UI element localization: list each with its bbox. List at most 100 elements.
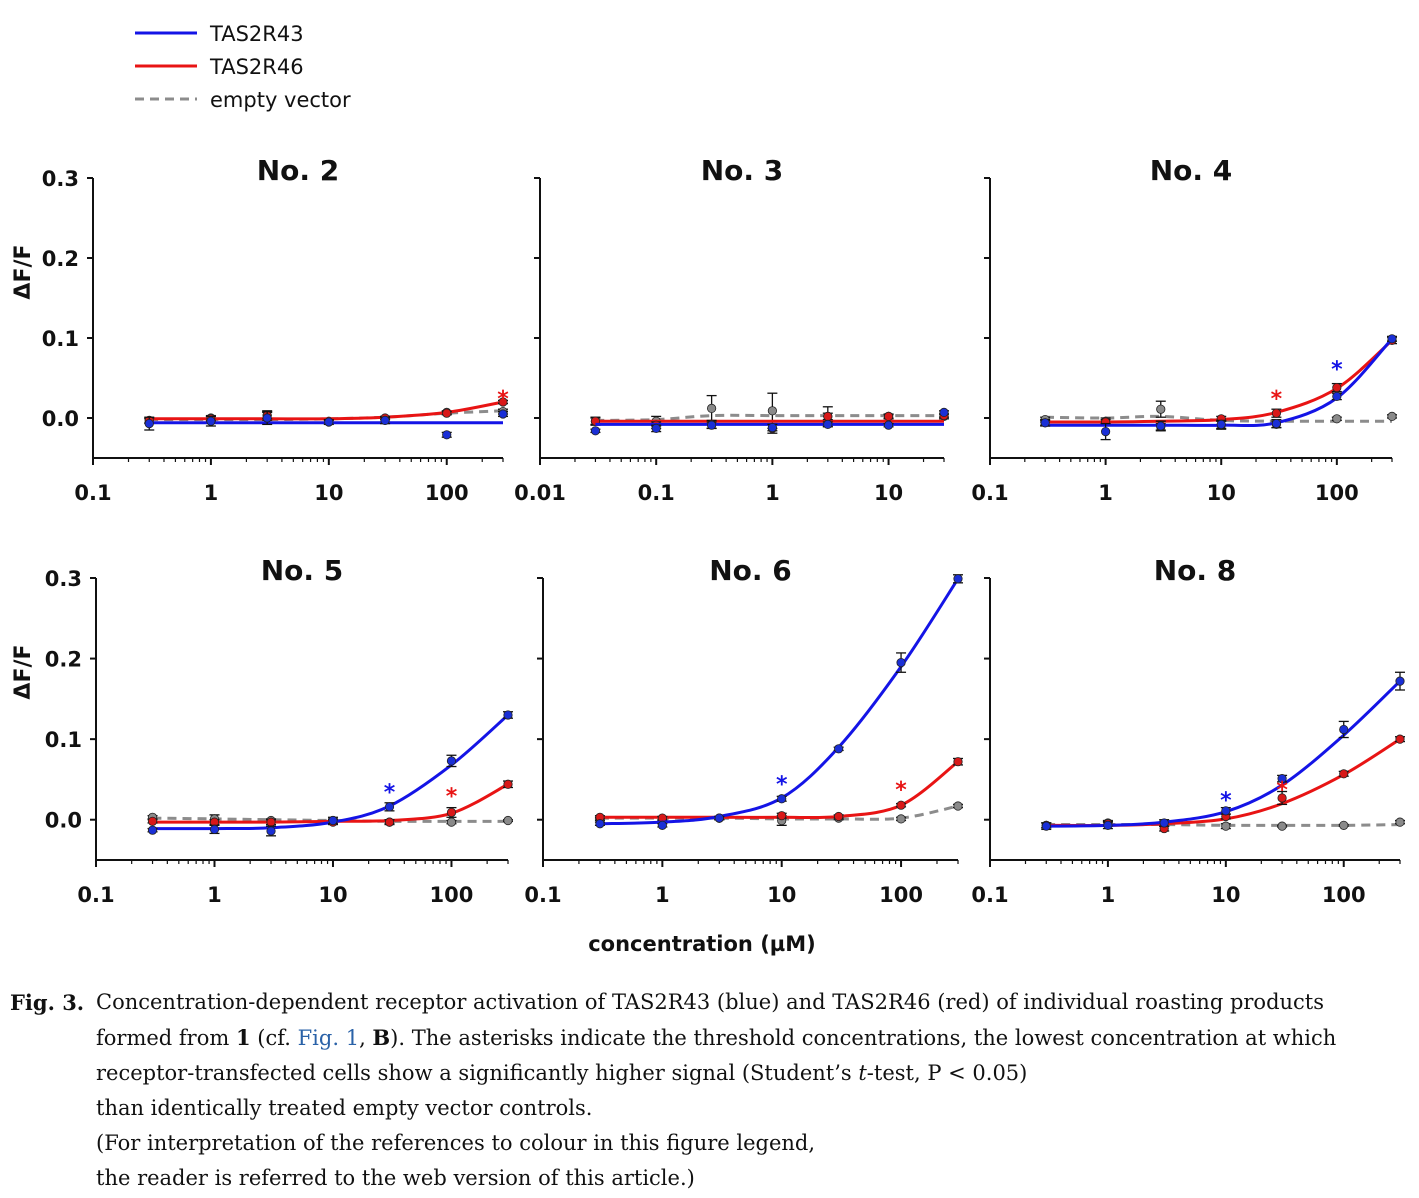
data-point (767, 406, 777, 416)
data-point (1156, 421, 1166, 431)
data-point (834, 811, 844, 822)
x-tick-label: 0.1 (74, 481, 111, 505)
data-point (595, 819, 605, 829)
data-point (1271, 408, 1281, 418)
data-point (503, 710, 513, 720)
data-point (1395, 676, 1405, 686)
panel-no-6: 0.1 1 10 100 No. 6 * * (524, 554, 963, 907)
data-point (939, 407, 949, 417)
data-point (144, 418, 154, 429)
legend: TAS2R43 TAS2R46 empty vector (135, 22, 351, 112)
significance-asterisk: * (895, 778, 907, 803)
panel-title: No. 3 (701, 154, 784, 187)
data-point (1339, 820, 1349, 830)
data-point (446, 807, 457, 818)
y-tick-label: 0.3 (45, 567, 82, 591)
data-point (498, 409, 508, 419)
x-tick-label: 1 (207, 883, 222, 907)
significance-asterisk: * (446, 785, 458, 810)
x-tick-label: 100 (879, 883, 923, 907)
panel-no-2: 0.3 0.2 0.1 0.0 0.1 1 10 100 No. 2 * (42, 154, 509, 505)
significance-asterisk: * (1276, 778, 1288, 803)
data-point (883, 411, 894, 421)
data-point (209, 824, 220, 834)
y-axis-title-bottom: ΔF/F (11, 644, 36, 699)
data-point (657, 820, 667, 830)
data-point (1040, 418, 1050, 428)
panel-title: No. 5 (261, 554, 344, 587)
data-point (1387, 411, 1397, 421)
caption-line-5: (For interpretation of the references to… (96, 1131, 816, 1155)
x-tick-label: 100 (430, 883, 474, 907)
significance-asterisk: * (497, 387, 509, 412)
panel-no-5: 0.3 0.2 0.1 0.0 0.1 1 10 100 No. 5 * * (45, 554, 513, 907)
series-tas2r46 (1041, 734, 1405, 834)
caption-line-1: Concentration-dependent receptor activat… (96, 990, 1325, 1014)
data-point (498, 397, 508, 407)
x-tick-label: 10 (314, 481, 343, 505)
data-point (266, 817, 276, 827)
data-point (446, 756, 457, 766)
figure-1-link[interactable]: Fig. 1 (297, 1026, 360, 1050)
data-point (1277, 774, 1287, 784)
x-tick-label: 100 (1315, 481, 1359, 505)
x-tick-label: 100 (1322, 883, 1366, 907)
data-point (707, 420, 717, 430)
series-tas2r43 (594, 574, 963, 830)
data-point (953, 801, 963, 811)
panel-title: No. 6 (709, 554, 792, 587)
data-point (1277, 793, 1287, 803)
x-tick-label: 0.01 (514, 481, 566, 505)
x-tick-label: 10 (318, 883, 347, 907)
caption-label: Fig. 3. (10, 990, 85, 1015)
panel-no-4: 0.1 1 10 100 No. 4 * * (971, 154, 1397, 505)
significance-asterisk: * (1271, 387, 1283, 412)
data-point (896, 657, 906, 668)
significance-asterisk: * (776, 772, 788, 797)
data-point (896, 800, 906, 810)
data-point (1332, 391, 1342, 401)
significance-asterisk: * (384, 780, 396, 805)
x-tick-label: 0.1 (971, 481, 1008, 505)
data-point (1332, 382, 1342, 393)
data-point (384, 817, 395, 827)
y-axis-title-top: ΔF/F (11, 244, 36, 299)
data-point (442, 430, 452, 440)
series-tas2r43 (1041, 671, 1405, 831)
caption-line-3: receptor-transfected cells show a signif… (96, 1061, 1028, 1085)
data-point (503, 815, 513, 826)
x-tick-label: 1 (1101, 883, 1116, 907)
data-point (1387, 334, 1397, 344)
figure-caption: Fig. 3. Concentration-dependent receptor… (10, 985, 1410, 1196)
figure: TAS2R43 TAS2R46 empty vector 0.30.20.10.… (11, 22, 1405, 956)
data-point (777, 794, 787, 804)
data-point (777, 811, 787, 821)
legend-label-tas2r46: TAS2R46 (209, 55, 304, 79)
data-point (896, 814, 906, 824)
data-point (1221, 821, 1231, 831)
x-tick-label: 1 (204, 481, 219, 505)
x-tick-label: 0.1 (77, 883, 114, 907)
panel-title: No. 8 (1154, 554, 1237, 587)
data-point (384, 802, 395, 812)
data-point (446, 817, 457, 827)
data-point (503, 779, 513, 789)
x-tick-label: 1 (765, 481, 780, 505)
x-tick-label: 0.1 (971, 883, 1008, 907)
x-tick-label: 1 (1098, 481, 1113, 505)
significance-asterisk: * (1220, 789, 1232, 814)
data-point (1277, 821, 1287, 831)
data-point (714, 813, 724, 823)
legend-label-tas2r43: TAS2R43 (209, 22, 304, 46)
data-point (823, 411, 833, 421)
data-point (1271, 418, 1281, 429)
data-point (324, 417, 334, 427)
x-tick-label: 10 (874, 481, 903, 505)
data-point (262, 413, 272, 423)
caption-line-4: than identically treated empty vector co… (96, 1096, 593, 1120)
y-tick-label: 0.1 (42, 327, 79, 351)
data-point (1332, 414, 1342, 424)
x-tick-label: 0.1 (524, 883, 561, 907)
data-point (1339, 724, 1349, 735)
data-point (1395, 734, 1405, 744)
